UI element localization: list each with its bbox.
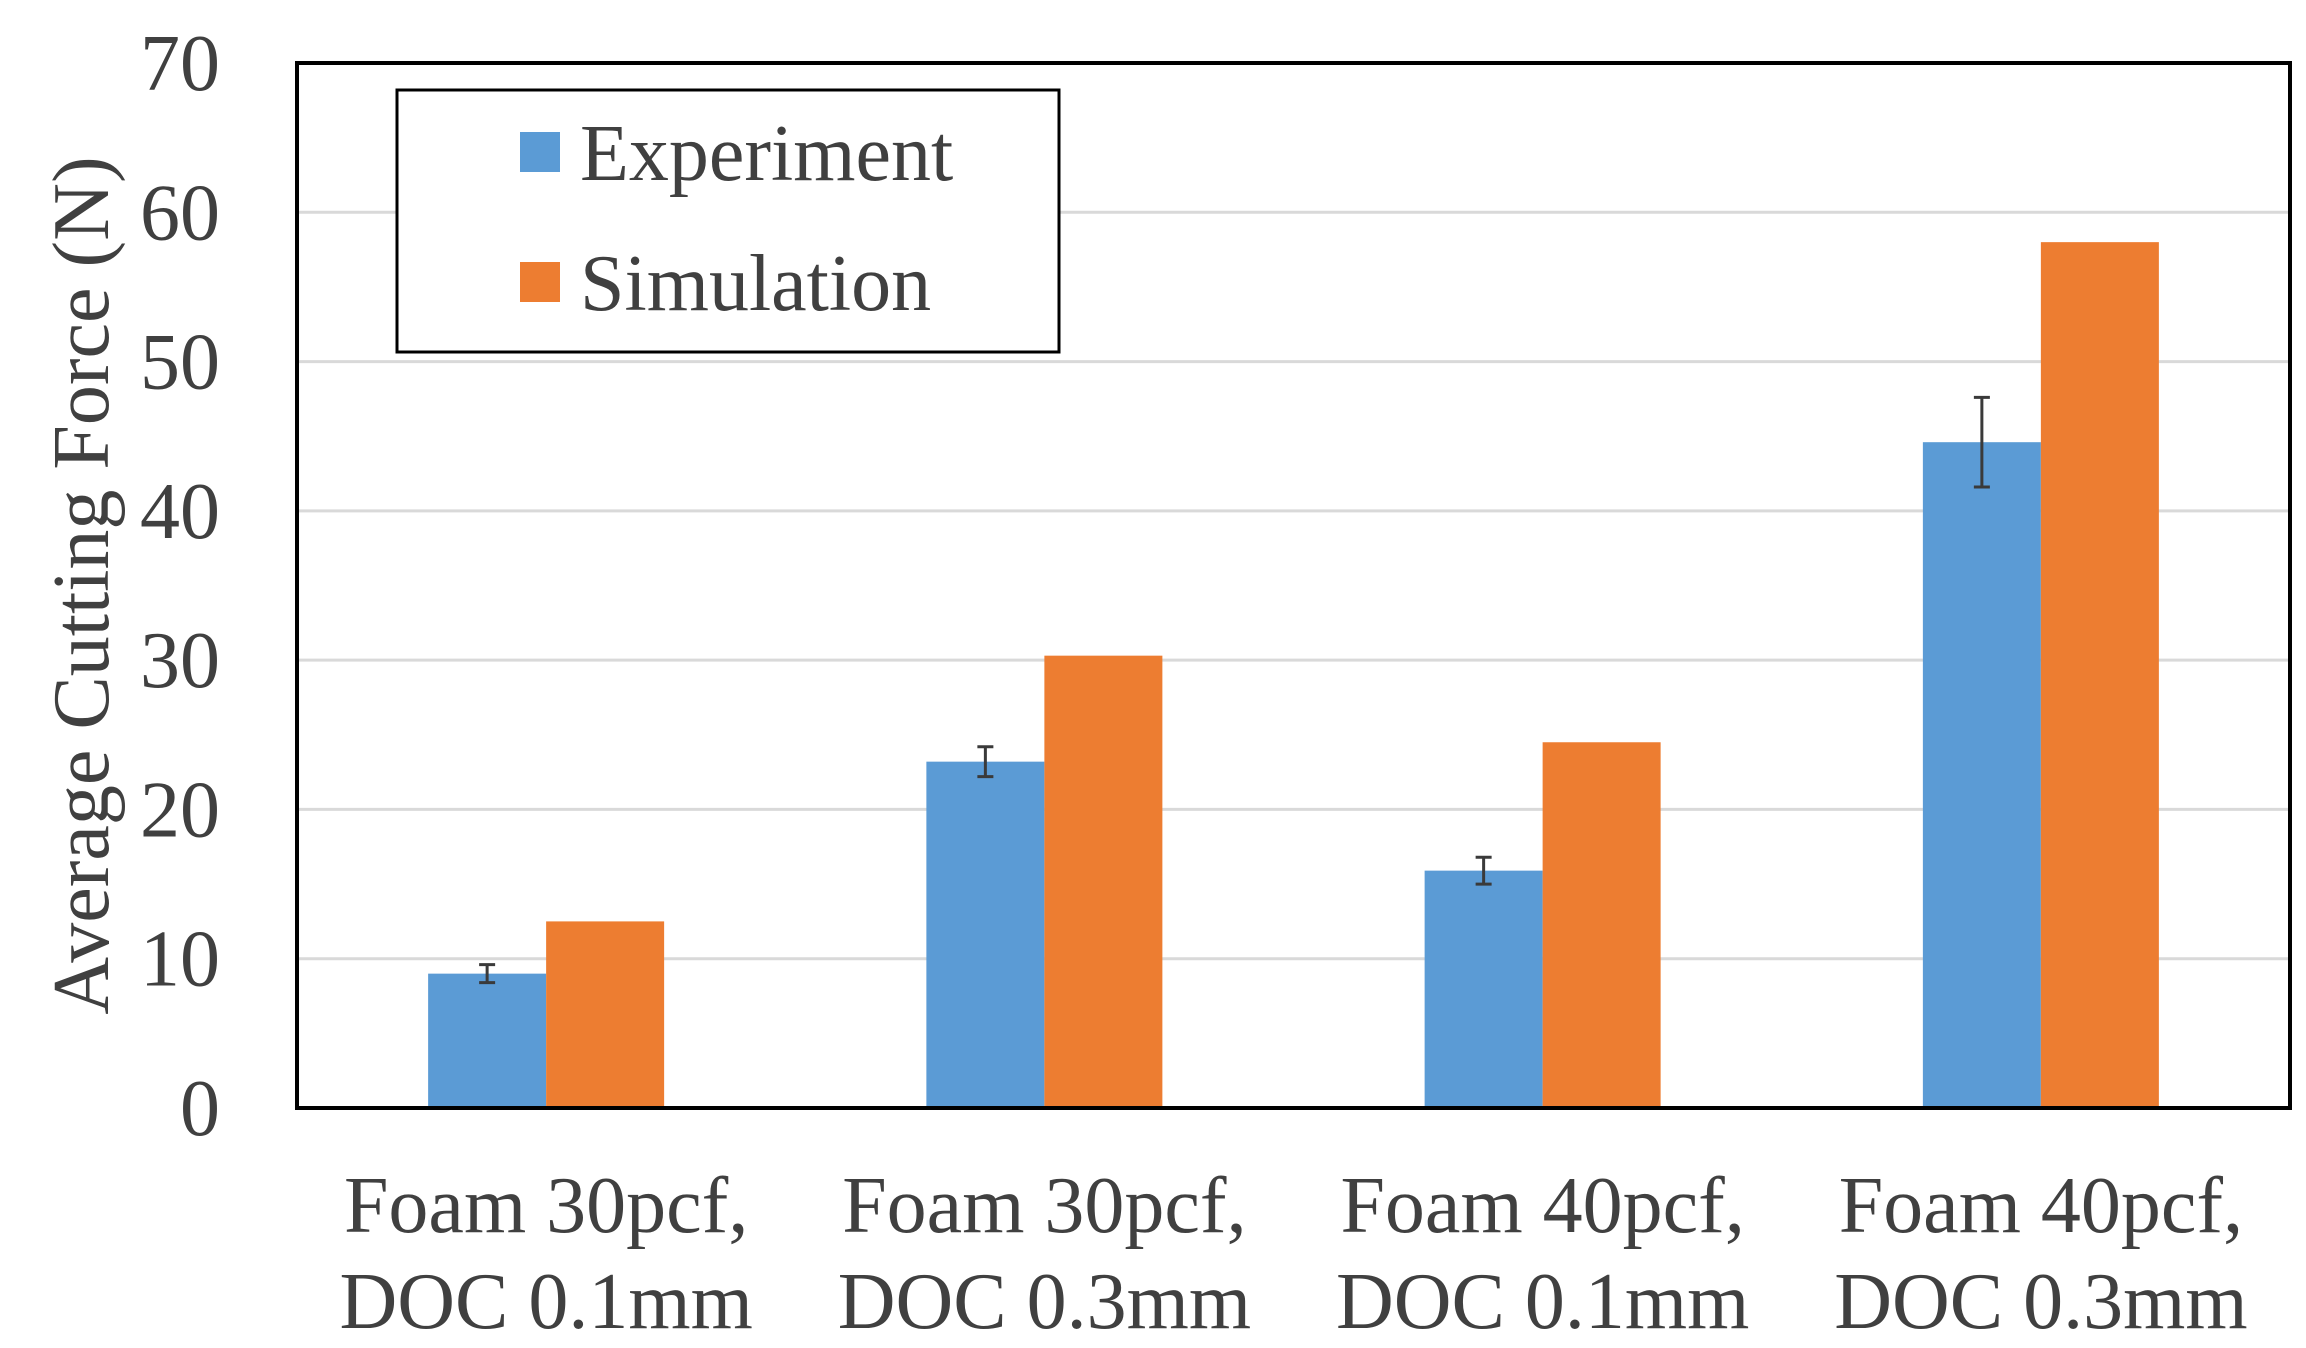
bar-simulation-2 [1044, 655, 1163, 1108]
y-tick-label-20: 20 [140, 766, 220, 854]
y-axis-title: Average Cutting Force (N) [38, 156, 126, 1014]
category-label-1-line-2: DOC 0.1mm [339, 1258, 752, 1346]
category-label-2-line-1: Foam 30pcf, [842, 1162, 1246, 1250]
y-tick-label-40: 40 [140, 468, 220, 556]
y-tick-label-50: 50 [140, 319, 220, 407]
category-label-4-line-2: DOC 0.3mm [1834, 1258, 2247, 1346]
category-label-4-line-1: Foam 40pcf, [1839, 1162, 2243, 1250]
bar-experiment-2 [926, 761, 1045, 1108]
y-axis-tick-labels: 0 10 20 30 40 50 60 70 [140, 20, 220, 1153]
category-label-1-line-1: Foam 30pcf, [344, 1162, 748, 1250]
bar-simulation-4 [2040, 242, 2159, 1109]
plot-area-frame [295, 61, 2292, 1110]
legend-swatch-experiment [520, 132, 560, 172]
legend-label-experiment: Experiment [580, 110, 953, 198]
category-label-3-line-2: DOC 0.1mm [1336, 1258, 1749, 1346]
bar-experiment-4 [1922, 442, 2041, 1109]
legend-box [395, 88, 1061, 354]
y-tick-label-70: 70 [140, 20, 220, 108]
y-tick-label-0: 0 [180, 1065, 220, 1153]
category-label-3-line-1: Foam 40pcf, [1340, 1162, 1744, 1250]
error-bars [479, 395, 1990, 985]
bar-experiment-1 [428, 973, 547, 1108]
y-tick-label-30: 30 [140, 617, 220, 705]
y-tick-label-10: 10 [140, 916, 220, 1004]
legend-label-simulation: Simulation [580, 240, 931, 328]
bar-simulation-1 [546, 921, 665, 1108]
bars [428, 242, 2159, 1109]
legend: Experiment Simulation [395, 88, 1061, 354]
y-tick-label-60: 60 [140, 169, 220, 257]
legend-swatch-simulation [520, 262, 560, 302]
bar-simulation-3 [1542, 742, 1661, 1108]
category-label-2-line-2: DOC 0.3mm [838, 1258, 1251, 1346]
bar-experiment-3 [1424, 870, 1543, 1108]
